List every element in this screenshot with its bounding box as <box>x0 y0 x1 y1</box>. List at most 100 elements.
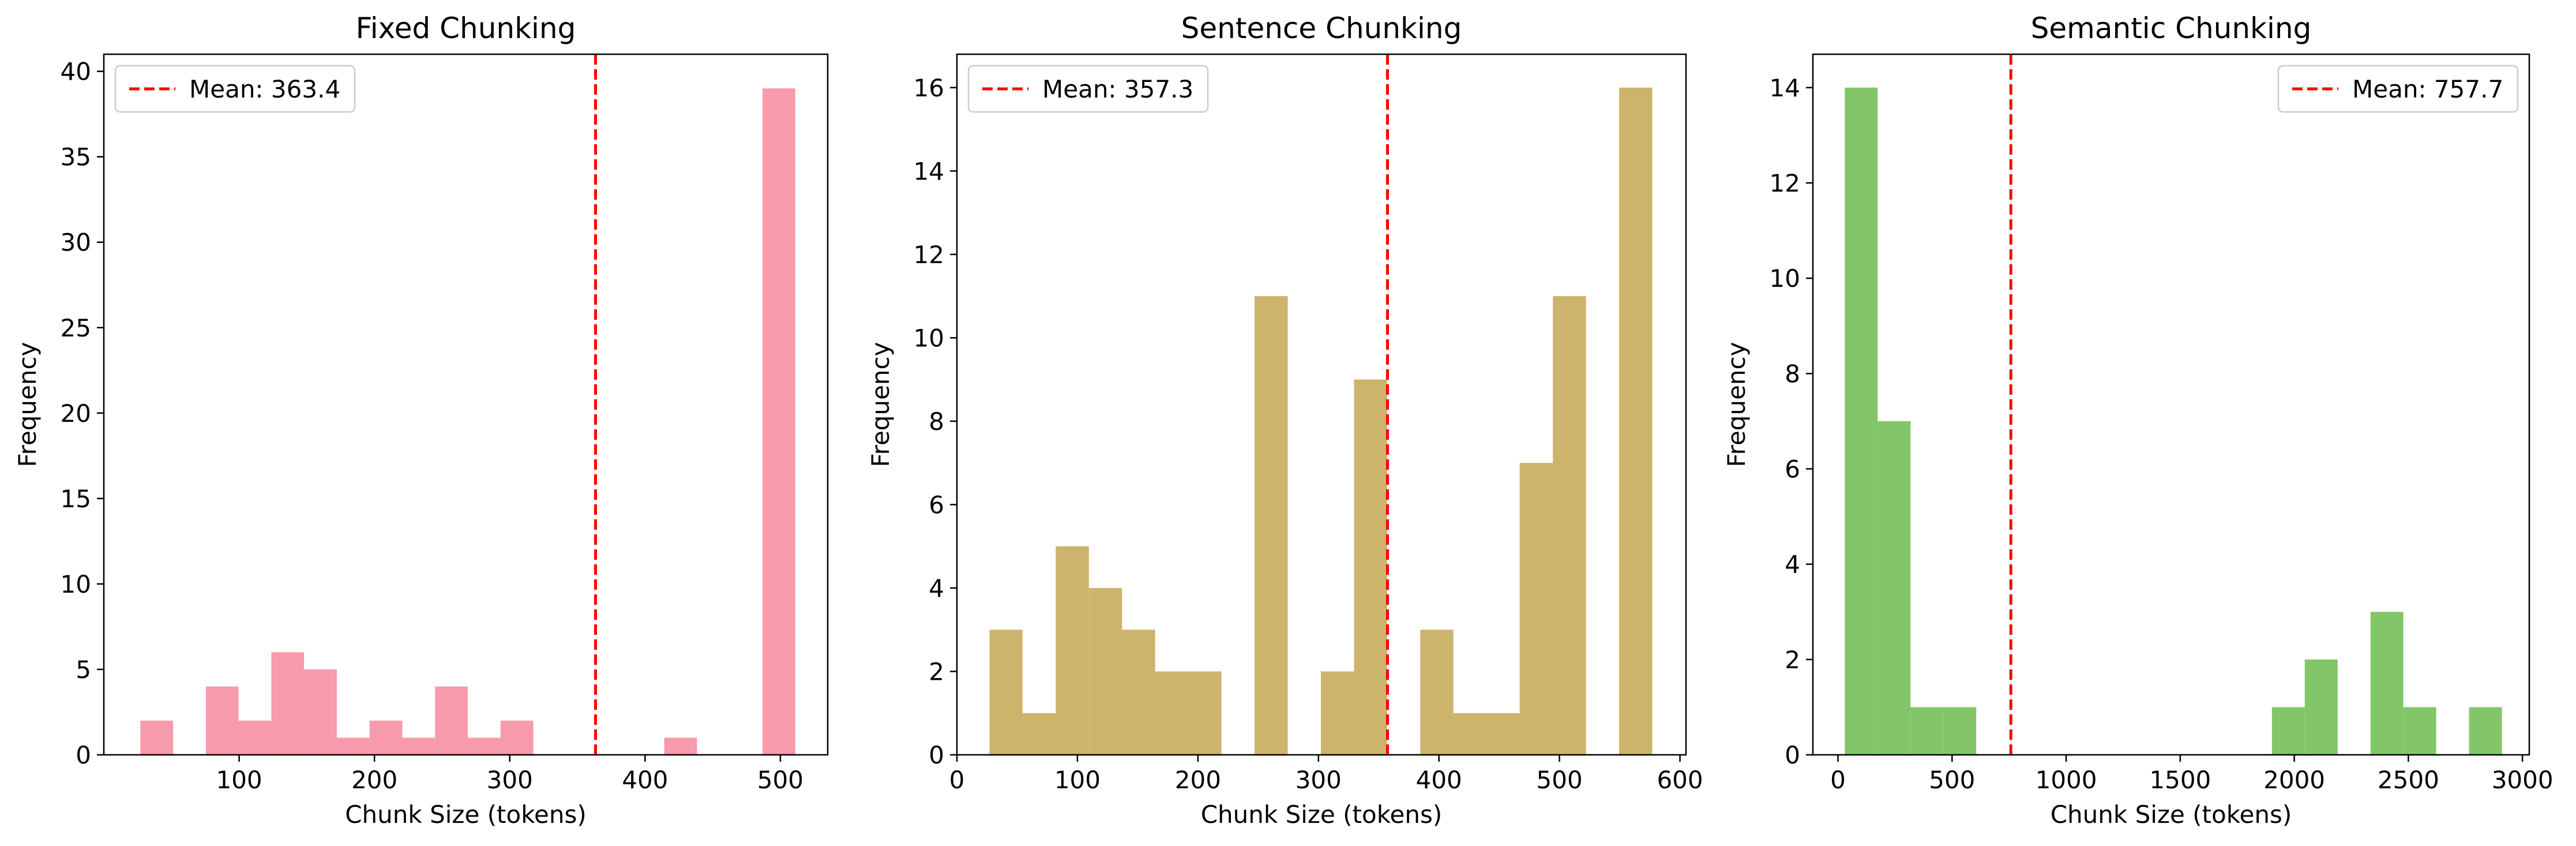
x-tick-label: 3000 <box>2492 766 2554 794</box>
histogram-bar <box>1420 630 1454 755</box>
histogram-bar <box>1845 87 1878 755</box>
y-tick-label: 30 <box>61 229 91 257</box>
y-tick-label: 0 <box>1785 741 1800 769</box>
histogram-bar <box>1255 296 1288 755</box>
histogram-bar <box>1486 713 1520 755</box>
y-tick-label: 15 <box>61 485 91 513</box>
x-tick-label: 1000 <box>2036 766 2097 794</box>
y-tick-label: 4 <box>1785 551 1800 579</box>
histogram-bar <box>238 720 272 755</box>
histogram-bar <box>1519 463 1553 755</box>
x-tick-label: 200 <box>1175 766 1221 794</box>
x-tick-label: 300 <box>487 766 533 794</box>
y-tick-label: 40 <box>61 58 91 86</box>
x-tick-label: 600 <box>1657 766 1703 794</box>
histogram-bar <box>1910 707 1944 755</box>
histogram-bar <box>1943 707 1977 755</box>
histogram-bar <box>762 88 795 755</box>
histogram-bar <box>468 738 501 755</box>
x-tick-label: 400 <box>622 766 668 794</box>
y-tick-label: 5 <box>76 656 91 684</box>
histogram-bar <box>2271 707 2305 755</box>
histogram-bar <box>1553 296 1586 755</box>
chart-panel-2: 0 100 200 300 400 500 600 0 2 4 6 8 10 12 14 16 Sentence… <box>866 12 1703 829</box>
axes-frame <box>103 53 829 756</box>
y-tick-label: 0 <box>76 741 91 769</box>
axes-frame <box>956 53 1687 756</box>
histogram-bar <box>304 669 337 755</box>
histogram-bar <box>2403 707 2436 755</box>
y-tick-label: 4 <box>929 574 944 602</box>
x-tick-label: 300 <box>1295 766 1342 794</box>
x-tick-label: 100 <box>1054 766 1101 794</box>
histogram-bar <box>664 738 697 755</box>
y-tick-label: 20 <box>61 399 91 428</box>
x-tick-label: 200 <box>351 766 397 794</box>
legend: Mean: 757.7 <box>2277 65 2519 113</box>
legend: Mean: 357.3 <box>967 65 1209 113</box>
histogram-bar <box>1122 630 1155 755</box>
histogram-bar <box>1188 671 1222 755</box>
x-tick-label: 100 <box>216 766 262 794</box>
axes-frame <box>1812 53 2530 756</box>
histogram-bar <box>2469 707 2502 755</box>
y-tick-label: 2 <box>1785 646 1800 674</box>
y-tick-label: 14 <box>914 157 944 185</box>
legend-label: Mean: 363.4 <box>189 75 340 103</box>
histogram-bar <box>1056 546 1089 755</box>
chart-title: Semantic Chunking <box>2031 12 2312 45</box>
y-tick-label: 6 <box>1785 455 1800 483</box>
histogram-bar <box>336 738 370 755</box>
legend-box <box>2277 65 2519 113</box>
y-tick-label: 2 <box>929 657 944 686</box>
histogram-bar <box>1155 671 1189 755</box>
x-tick-label: 0 <box>1830 766 1846 794</box>
chart-panel-1: 100 200 300 400 500 0 5 10 15 20 25 30 35 40 Fixed Chu… <box>13 12 829 829</box>
y-tick-label: 14 <box>1770 74 1800 102</box>
legend: Mean: 363.4 <box>114 65 356 113</box>
histogram-bar <box>1619 87 1653 755</box>
histogram-bar <box>1320 671 1354 755</box>
x-axis-label: Chunk Size (tokens) <box>2051 800 2292 829</box>
histogram-bar <box>2304 659 2338 755</box>
y-tick-label: 8 <box>929 407 944 436</box>
histogram-bar <box>1022 713 1056 755</box>
chart-title: Sentence Chunking <box>1181 12 1462 45</box>
y-tick-label: 35 <box>61 143 91 171</box>
histogram-bar <box>500 720 534 755</box>
x-axis-label: Chunk Size (tokens) <box>345 800 587 829</box>
histogram-bar <box>271 652 305 755</box>
histogram-bar <box>1877 421 1911 755</box>
legend-label: Mean: 757.7 <box>2352 75 2503 103</box>
y-tick-label: 12 <box>1770 169 1800 197</box>
x-axis-label: Chunk Size (tokens) <box>1201 800 1443 829</box>
histogram-bar <box>1453 713 1487 755</box>
x-tick-label: 0 <box>949 766 965 794</box>
y-tick-label: 6 <box>929 491 944 519</box>
x-tick-label: 500 <box>757 766 803 794</box>
histogram-bar <box>1088 587 1122 755</box>
y-tick-label: 25 <box>61 314 91 342</box>
y-tick-label: 16 <box>914 74 944 102</box>
y-axis-label: Frequency <box>1722 342 1751 467</box>
y-axis-label: Frequency <box>13 342 42 467</box>
y-tick-label: 10 <box>914 324 944 352</box>
histogram-bar <box>989 630 1023 755</box>
histogram-bar <box>2370 612 2404 755</box>
x-tick-label: 2000 <box>2263 766 2325 794</box>
histogram-bar <box>369 720 403 755</box>
y-tick-label: 10 <box>61 570 91 598</box>
y-tick-label: 10 <box>1770 264 1800 293</box>
histogram-bar <box>435 686 468 755</box>
histogram-bar <box>205 686 239 755</box>
legend-box <box>114 65 356 113</box>
histogram-bar <box>402 738 435 755</box>
x-tick-label: 500 <box>1537 766 1583 794</box>
x-tick-label: 400 <box>1416 766 1462 794</box>
x-tick-label: 500 <box>1929 766 1975 794</box>
y-tick-label: 8 <box>1785 360 1800 388</box>
chart-title: Fixed Chunking <box>356 12 576 45</box>
x-tick-label: 2500 <box>2378 766 2439 794</box>
histogram-bar <box>1354 379 1387 755</box>
